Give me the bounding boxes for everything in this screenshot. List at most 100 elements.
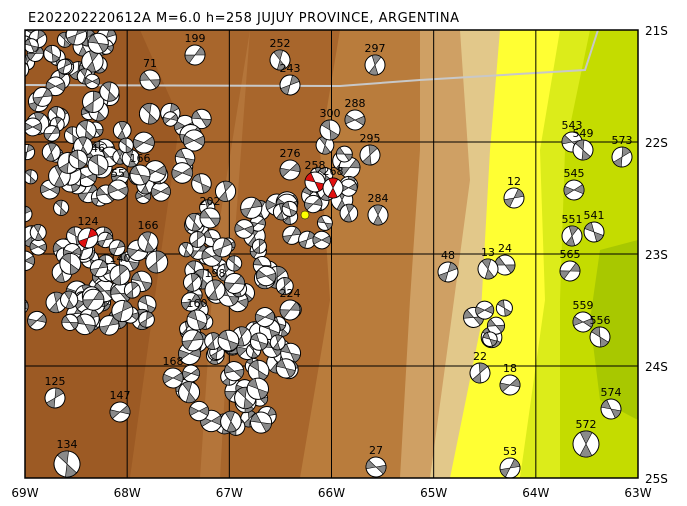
beachball-quadrant xyxy=(107,184,119,194)
depth-label: 284 xyxy=(368,192,389,205)
beachball xyxy=(56,31,73,48)
beachball-quadrant xyxy=(255,313,266,323)
beachball-quadrant xyxy=(265,199,278,211)
beachball-quadrant xyxy=(265,272,277,283)
beachball-quadrant xyxy=(26,144,35,153)
beachball-quadrant xyxy=(321,235,331,245)
beachball-quadrant xyxy=(559,270,571,280)
event-mechanism xyxy=(319,119,341,141)
beachball-quadrant xyxy=(131,281,139,291)
beachball-quadrant xyxy=(197,231,205,241)
beachball xyxy=(65,30,88,46)
event-mechanism xyxy=(589,326,611,348)
beachball-quadrant xyxy=(621,146,631,158)
beachball-quadrant xyxy=(258,341,268,351)
beachball-quadrant xyxy=(59,32,67,41)
beachball-quadrant xyxy=(251,350,259,359)
beachball xyxy=(275,277,294,296)
beachball-quadrant xyxy=(224,282,236,292)
beachball-quadrant xyxy=(119,252,130,262)
beachball-quadrant xyxy=(475,306,486,316)
beachball xyxy=(204,332,222,351)
depth-label: 243 xyxy=(280,62,301,75)
beachball-quadrant xyxy=(478,362,488,374)
event-mechanism xyxy=(269,49,291,71)
beachball-quadrant xyxy=(327,187,338,199)
event-mechanism xyxy=(137,231,159,253)
beachball-quadrant xyxy=(487,318,497,327)
beachball-quadrant xyxy=(338,167,351,177)
beachball-quadrant xyxy=(37,243,47,252)
lat-label: 23S xyxy=(645,248,668,262)
beachball xyxy=(145,250,169,274)
beachball-quadrant xyxy=(141,103,152,115)
beachball-quadrant xyxy=(77,136,88,148)
beachball-quadrant xyxy=(354,115,366,126)
depth-label: 202 xyxy=(200,195,221,208)
beachball-quadrant xyxy=(90,267,100,277)
beachball xyxy=(335,145,353,163)
beachball-quadrant xyxy=(234,223,245,233)
beachball-quadrant xyxy=(208,289,219,301)
event-mechanism xyxy=(499,374,521,396)
beachball-quadrant xyxy=(298,239,308,249)
event-mechanism xyxy=(469,362,491,384)
beachball-quadrant xyxy=(64,290,73,301)
beachball-quadrant xyxy=(54,82,66,92)
event-mechanism xyxy=(129,164,151,186)
beachball-quadrant xyxy=(240,207,252,218)
depth-label: 147 xyxy=(110,389,131,402)
beachball xyxy=(43,125,61,142)
depth-label: 556 xyxy=(590,314,611,327)
beachball-quadrant xyxy=(109,247,118,256)
depth-label: 24 xyxy=(498,242,512,255)
beachball-quadrant xyxy=(438,271,449,282)
beachball-quadrant xyxy=(209,217,221,227)
beachball-quadrant xyxy=(44,45,53,55)
event-mechanism xyxy=(359,144,381,166)
depth-label: 258 xyxy=(305,159,326,172)
beachball-quadrant xyxy=(82,299,94,309)
beachball xyxy=(475,300,495,320)
beachball-quadrant xyxy=(128,157,137,168)
beachball-quadrant xyxy=(322,144,331,155)
beachball-quadrant xyxy=(250,412,262,423)
beachball-quadrant xyxy=(373,214,384,226)
beachball-quadrant xyxy=(497,299,505,309)
depth-label: 297 xyxy=(365,42,386,55)
beachball-quadrant xyxy=(27,318,38,328)
beachball xyxy=(339,203,359,223)
beachball-quadrant xyxy=(104,232,114,241)
beachball-quadrant xyxy=(47,142,57,153)
depth-label: 545 xyxy=(564,167,585,180)
beachball-quadrant xyxy=(581,149,591,161)
background-events xyxy=(25,30,513,436)
beachball-quadrant xyxy=(141,231,152,243)
depth-label: 46 xyxy=(91,142,105,155)
beachball-quadrant xyxy=(495,324,505,333)
beachball xyxy=(59,252,82,275)
lon-label: 67W xyxy=(216,486,243,500)
beachball-quadrant xyxy=(279,167,291,178)
beachball xyxy=(132,131,155,154)
depth-label: 13 xyxy=(481,246,495,259)
beachball-quadrant xyxy=(365,459,377,470)
beachball-quadrant xyxy=(33,224,42,234)
beachball xyxy=(189,230,206,248)
beachball-quadrant xyxy=(135,191,144,200)
depth-label: 288 xyxy=(345,97,366,110)
beachball xyxy=(298,230,317,249)
beachball-quadrant xyxy=(55,271,65,283)
beachball xyxy=(118,137,134,154)
beachball-quadrant xyxy=(139,71,151,81)
beachball-quadrant xyxy=(565,235,576,247)
beachball-quadrant xyxy=(77,158,87,169)
beachball-quadrant xyxy=(499,382,511,393)
beachball-quadrant xyxy=(81,108,90,116)
beachball-quadrant xyxy=(65,126,74,136)
beachball xyxy=(220,410,242,433)
lon-label: 65W xyxy=(420,486,447,500)
depth-label: 125 xyxy=(45,375,66,388)
beachball-quadrant xyxy=(69,263,80,275)
beachball-quadrant xyxy=(160,186,171,196)
